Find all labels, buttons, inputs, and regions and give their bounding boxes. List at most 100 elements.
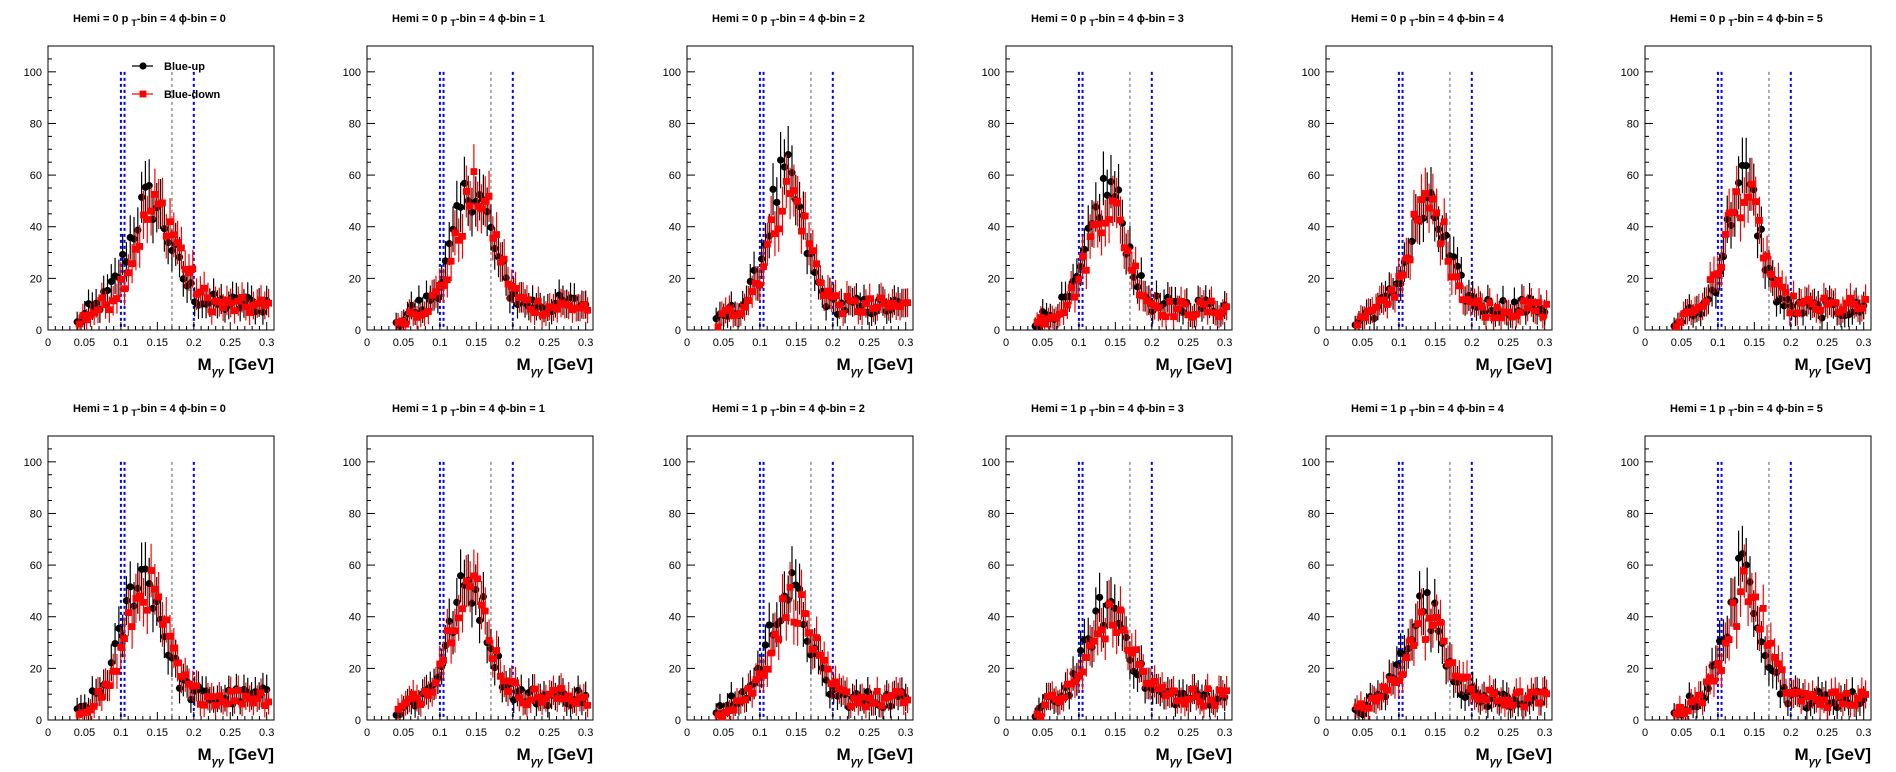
- data-point-blue-down: [729, 312, 737, 320]
- data-point-blue-down: [1219, 690, 1227, 698]
- data-point-blue-down: [109, 297, 117, 305]
- data-point-blue-down: [1831, 688, 1839, 696]
- x-axis-label-unit: [GeV]: [224, 355, 274, 374]
- plot-frame: [1644, 45, 1872, 331]
- data-point-blue-down: [892, 688, 900, 695]
- data-point-blue-down: [257, 296, 265, 304]
- chart-title-subscript: T: [1728, 408, 1734, 418]
- data-point-blue-down: [470, 572, 478, 580]
- data-point-blue-down: [508, 678, 516, 685]
- data-point-blue-down: [185, 680, 193, 688]
- data-point-blue-down: [1177, 297, 1185, 305]
- data-point-blue-down: [417, 701, 425, 708]
- y-tick-label: 100: [343, 457, 361, 469]
- data-point-blue-down: [1139, 292, 1147, 300]
- y-tick-label: 40: [1308, 222, 1320, 234]
- y-tick-label: 60: [669, 170, 681, 182]
- data-point-blue-down: [413, 694, 421, 702]
- data-point-blue-down: [1132, 262, 1140, 270]
- data-point-blue-down: [466, 583, 474, 591]
- y-tick-label: 80: [349, 118, 361, 130]
- data-point-blue-down: [1113, 629, 1121, 636]
- data-point-blue-down: [1539, 313, 1547, 321]
- data-point-blue-down: [1676, 703, 1684, 711]
- data-point-blue-down: [1459, 296, 1467, 304]
- data-point-blue-down: [1490, 314, 1497, 322]
- data-point-blue-down: [714, 323, 722, 331]
- x-axis-label: Mγγ [GeV]: [517, 745, 593, 768]
- x-tick-label: 0.3: [259, 727, 274, 739]
- data-point-blue-down: [1079, 253, 1086, 260]
- data-point-blue-down: [1733, 188, 1741, 196]
- data-point-blue-down: [1383, 301, 1391, 308]
- data-point-blue-down: [572, 700, 580, 707]
- y-tick-label: 100: [343, 67, 361, 79]
- data-point-blue-down: [98, 693, 106, 701]
- y-tick-label: 100: [1302, 67, 1320, 79]
- data-point-blue-down: [1124, 646, 1132, 654]
- data-point-blue-down: [801, 610, 809, 617]
- data-point-blue-up: [777, 156, 785, 164]
- data-point-blue-down: [208, 693, 216, 701]
- data-point-blue-down: [1414, 216, 1422, 224]
- data-point-blue-down: [1482, 314, 1490, 321]
- x-tick-label: 0: [684, 727, 690, 739]
- data-point-blue-up: [1096, 593, 1104, 601]
- data-point-blue-down: [1158, 312, 1166, 319]
- data-point-blue-down: [1790, 690, 1797, 698]
- data-point-blue-down: [219, 304, 227, 312]
- data-point-blue-down: [1067, 284, 1075, 292]
- x-axis-label-unit: [GeV]: [543, 745, 593, 764]
- x-tick-label: 0.2: [186, 727, 201, 739]
- x-axis-label-subscript: γγ: [1170, 366, 1183, 378]
- data-point-blue-down: [1835, 692, 1843, 700]
- data-point-blue-down: [90, 309, 98, 317]
- data-point-blue-down: [1797, 299, 1805, 307]
- data-point-blue-down: [223, 700, 231, 708]
- data-point-blue-down: [1391, 293, 1399, 301]
- data-point-blue-up: [407, 301, 415, 310]
- data-point-blue-down: [117, 643, 125, 651]
- data-point-blue-down: [87, 311, 94, 319]
- x-tick-label: 0.3: [1217, 727, 1232, 739]
- data-point-blue-down: [1672, 323, 1680, 331]
- data-point-blue-up: [1750, 609, 1758, 618]
- data-point-blue-down: [489, 234, 497, 242]
- data-point-blue-down: [1680, 310, 1688, 318]
- x-axis-label-unit: [GeV]: [1821, 355, 1871, 374]
- x-tick-label: 0: [1323, 727, 1329, 739]
- data-point-blue-down: [1816, 701, 1824, 708]
- data-point-blue-down: [1433, 614, 1441, 621]
- data-point-blue-down: [1786, 309, 1794, 317]
- data-point-blue-up: [160, 225, 168, 233]
- data-point-blue-down: [576, 694, 584, 702]
- chart-panel: Hemi = 1 p T-bin = 4 ϕ-bin = 3 0 20 40 60 80 1…: [982, 403, 1233, 768]
- data-point-blue-down: [1101, 635, 1109, 643]
- data-point-blue-down: [794, 620, 802, 627]
- data-point-blue-down: [1843, 689, 1851, 697]
- data-point-blue-down: [1421, 636, 1429, 643]
- data-point-blue-down: [1215, 313, 1223, 321]
- data-point-blue-down: [147, 207, 155, 215]
- data-point-blue-down: [1192, 693, 1200, 700]
- data-point-blue-up: [574, 686, 582, 694]
- data-point-blue-down: [1854, 695, 1862, 702]
- x-tick-label: 0.1: [1391, 337, 1406, 349]
- data-point-blue-up: [750, 266, 758, 274]
- data-point-blue-down: [1535, 299, 1543, 306]
- x-tick-label: 0.05: [393, 337, 414, 349]
- y-tick-label: 80: [669, 118, 681, 130]
- chart-title-rest: -bin = 4 ϕ-bin = 2: [776, 13, 865, 25]
- data-point-blue-up: [517, 685, 525, 694]
- data-point-blue-down: [1847, 702, 1854, 709]
- chart-title: Hemi = 0 p T-bin = 4 ϕ-bin = 5: [1670, 13, 1823, 28]
- data-point-blue-down: [1139, 668, 1147, 675]
- data-point-blue-down: [189, 265, 197, 273]
- x-tick-label: 0: [1323, 337, 1329, 349]
- data-point-blue-down: [1399, 671, 1406, 679]
- x-tick-label: 0.2: [1783, 727, 1798, 739]
- data-point-blue-down: [854, 308, 862, 315]
- data-point-blue-down: [174, 659, 182, 667]
- data-point-blue-down: [866, 694, 874, 702]
